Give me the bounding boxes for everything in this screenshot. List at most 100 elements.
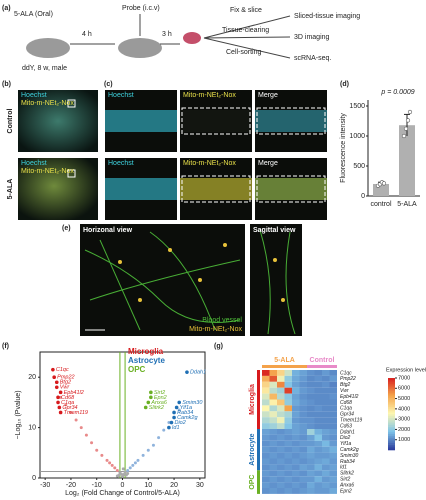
heat-cell xyxy=(307,423,315,429)
row-label: Ddah1 xyxy=(340,429,355,435)
heat-cell xyxy=(329,440,337,447)
point xyxy=(122,472,126,476)
heat-cell xyxy=(299,434,307,441)
cell xyxy=(273,258,277,262)
heat-cell xyxy=(284,429,292,435)
heat-cell xyxy=(292,429,300,435)
legend-label: Astrocyte xyxy=(128,356,165,365)
gene-label: Slitrk2 xyxy=(149,405,164,411)
row-group-label: OPC xyxy=(249,475,256,490)
point xyxy=(95,448,99,452)
heat-cell xyxy=(292,470,300,477)
point xyxy=(151,443,155,447)
y-tick-label: 0 xyxy=(361,193,365,200)
heat-cell xyxy=(292,440,300,447)
point xyxy=(105,458,109,462)
heat-cell xyxy=(329,452,337,459)
heat-cell xyxy=(322,370,330,376)
heat-cell xyxy=(307,482,315,488)
heat-cell xyxy=(262,446,270,453)
gene-label: C1qa xyxy=(61,400,74,406)
y-tick-label: 10 xyxy=(28,424,36,431)
row-label: Anxa6 xyxy=(339,482,354,488)
step: Tissue-clearing xyxy=(222,27,269,34)
point xyxy=(157,436,161,440)
heat-cell xyxy=(314,399,322,406)
data-point xyxy=(401,133,407,139)
row-label: Camk2g xyxy=(340,447,359,453)
point xyxy=(110,463,114,467)
gene-label: Tmem119 xyxy=(64,410,88,416)
colorbar-title: Expression level xyxy=(386,367,426,373)
colorbar-step xyxy=(388,417,395,420)
colorbar-label: 6000 xyxy=(398,386,410,392)
colorbar-step xyxy=(388,444,395,447)
data-point xyxy=(403,126,409,131)
heat-cell xyxy=(322,405,330,412)
heat-cell xyxy=(292,458,300,465)
heat-cell xyxy=(284,411,292,418)
heat-cell xyxy=(322,411,330,418)
colorbar-step xyxy=(388,410,395,413)
gene-point xyxy=(169,420,174,425)
heat-cell xyxy=(292,370,300,376)
heat-cell xyxy=(284,464,292,471)
heat-cell xyxy=(329,423,337,429)
colorbar-step xyxy=(388,406,395,409)
heat-cell xyxy=(307,399,315,406)
colorbar-step xyxy=(388,441,395,444)
heat-cell xyxy=(314,417,322,424)
roi xyxy=(256,175,326,203)
gene-point xyxy=(54,385,59,390)
interval: 4 h xyxy=(82,31,92,38)
point xyxy=(126,468,130,472)
heat-cell xyxy=(277,488,285,494)
cell xyxy=(168,248,172,252)
gene-point xyxy=(56,395,60,400)
heat-cell xyxy=(292,381,300,388)
stain: Hoechst xyxy=(21,92,47,99)
point xyxy=(108,461,112,465)
heat-cell xyxy=(292,476,300,483)
heat-cell xyxy=(307,476,315,483)
row-group-label: Microglia xyxy=(249,384,256,415)
heat-cell xyxy=(307,381,315,388)
mouse-strain: ddY, 8 w, male xyxy=(22,65,67,72)
heat-cell xyxy=(292,405,300,412)
heat-cell xyxy=(277,393,285,400)
heat-cell xyxy=(269,452,277,459)
colorbar-step xyxy=(388,430,395,433)
interval: 3 h xyxy=(162,31,172,38)
heat-cell xyxy=(299,458,307,465)
heat-cell xyxy=(284,458,292,465)
heat-cell xyxy=(284,423,292,429)
y-tick-label: 20 xyxy=(28,374,36,381)
heat-cell xyxy=(292,482,300,488)
row-label: Tmem119 xyxy=(340,417,362,423)
heat-cell xyxy=(284,399,292,406)
gene-label: Dio2 xyxy=(174,420,185,426)
colorbar-label: 1000 xyxy=(398,437,410,443)
heat-cell xyxy=(307,488,315,494)
heat-cell xyxy=(277,464,285,471)
heat-cell xyxy=(262,452,270,459)
gene-point xyxy=(149,390,153,395)
heat-cell xyxy=(284,446,292,453)
colorbar-step xyxy=(388,401,395,404)
column-group-bar xyxy=(307,365,337,368)
heat-cell xyxy=(307,470,315,477)
output: 3D imaging xyxy=(294,34,330,41)
panel-label: (f) xyxy=(2,343,9,350)
colorbar-step xyxy=(388,378,395,381)
heat-cell xyxy=(262,434,270,441)
heat-cell xyxy=(314,387,322,394)
roi xyxy=(181,175,251,203)
heat-cell xyxy=(269,429,277,435)
arrow xyxy=(203,37,291,59)
colorbar-step xyxy=(388,399,395,402)
column-label: Merge xyxy=(258,92,278,99)
heat-cell xyxy=(269,440,277,447)
point xyxy=(123,470,127,474)
heat-cell xyxy=(262,405,270,412)
column-label: Merge xyxy=(258,160,278,167)
